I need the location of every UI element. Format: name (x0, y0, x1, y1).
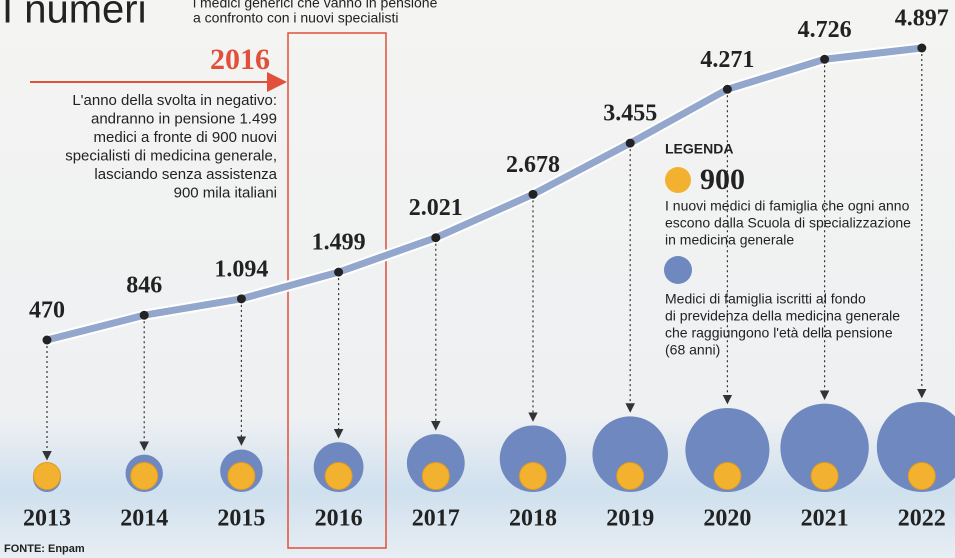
value-label: 1.094 (214, 256, 268, 282)
value-label: 1.499 (312, 230, 366, 256)
x-tick-label: 2018 (509, 506, 557, 532)
point (140, 311, 149, 320)
value-label: 2.678 (506, 152, 560, 178)
value-label: 3.455 (603, 101, 657, 127)
annotation-text: andranno in pensione 1.499 (91, 110, 277, 127)
new-doctors-circle (714, 463, 741, 490)
value-label: 2.021 (409, 195, 463, 221)
legend-label: (68 anni) (665, 342, 720, 358)
point (723, 85, 732, 94)
annotation-text: 900 mila italiani (174, 184, 277, 201)
new-doctors-circle (422, 463, 449, 490)
annotation-text: specialisti di medicina generale, (65, 147, 277, 164)
point (237, 294, 246, 303)
legend-label: in medicina generale (665, 232, 794, 248)
new-doctors-circle (811, 463, 838, 490)
legend-label: escono dalla Scuola di specializzazione (665, 215, 911, 231)
value-label: 846 (126, 273, 162, 299)
annotation-text: lasciando senza assistenza (94, 166, 277, 183)
annotation-label: 2016 (210, 43, 270, 76)
new-doctors-circle (131, 463, 158, 490)
annotation-text: medici a fronte di 900 nuovi (94, 129, 277, 146)
x-tick-label: 2020 (703, 506, 751, 532)
x-tick-label: 2022 (898, 506, 946, 532)
legend-swatch (664, 256, 692, 284)
legend-title: LEGENDA (665, 141, 733, 157)
annotation-text: L'anno della svolta in negativo: (72, 92, 277, 109)
legend-value: 900 (700, 163, 745, 196)
point (43, 336, 52, 345)
x-tick-label: 2016 (315, 506, 363, 532)
value-label: 4.271 (700, 47, 754, 73)
new-doctors-circle (34, 463, 61, 490)
legend-label: di previdenza della medicina generale (665, 308, 900, 324)
point (334, 268, 343, 277)
point (431, 233, 440, 242)
x-tick-label: 2013 (23, 506, 71, 532)
x-tick-label: 2015 (217, 506, 265, 532)
title: I numeri (2, 0, 147, 32)
x-tick-label: 2019 (606, 506, 654, 532)
subtitle: a confronto con i nuovi specialisti (193, 10, 398, 26)
x-tick-label: 2021 (801, 506, 849, 532)
value-label: 4.897 (895, 6, 949, 32)
point (626, 139, 635, 148)
source: FONTE: Enpam (4, 543, 85, 555)
point (529, 190, 538, 199)
x-tick-label: 2014 (120, 506, 168, 532)
legend-label: che raggiungono l'età della pensione (665, 325, 893, 341)
new-doctors-circle (520, 463, 547, 490)
point (820, 55, 829, 64)
new-doctors-circle (228, 463, 255, 490)
new-doctors-circle (325, 463, 352, 490)
new-doctors-circle (617, 463, 644, 490)
value-label: 4.726 (798, 17, 852, 43)
new-doctors-circle (908, 463, 935, 490)
value-label: 470 (29, 298, 65, 324)
x-tick-label: 2017 (412, 506, 460, 532)
legend-label: I nuovi medici di famiglia che ogni anno (665, 198, 910, 214)
legend-label: Medici di famiglia iscritti al fondo (665, 291, 866, 307)
point (917, 44, 926, 53)
legend-swatch (665, 167, 691, 193)
chart: I numeri i medici generici che vanno in … (0, 0, 955, 558)
